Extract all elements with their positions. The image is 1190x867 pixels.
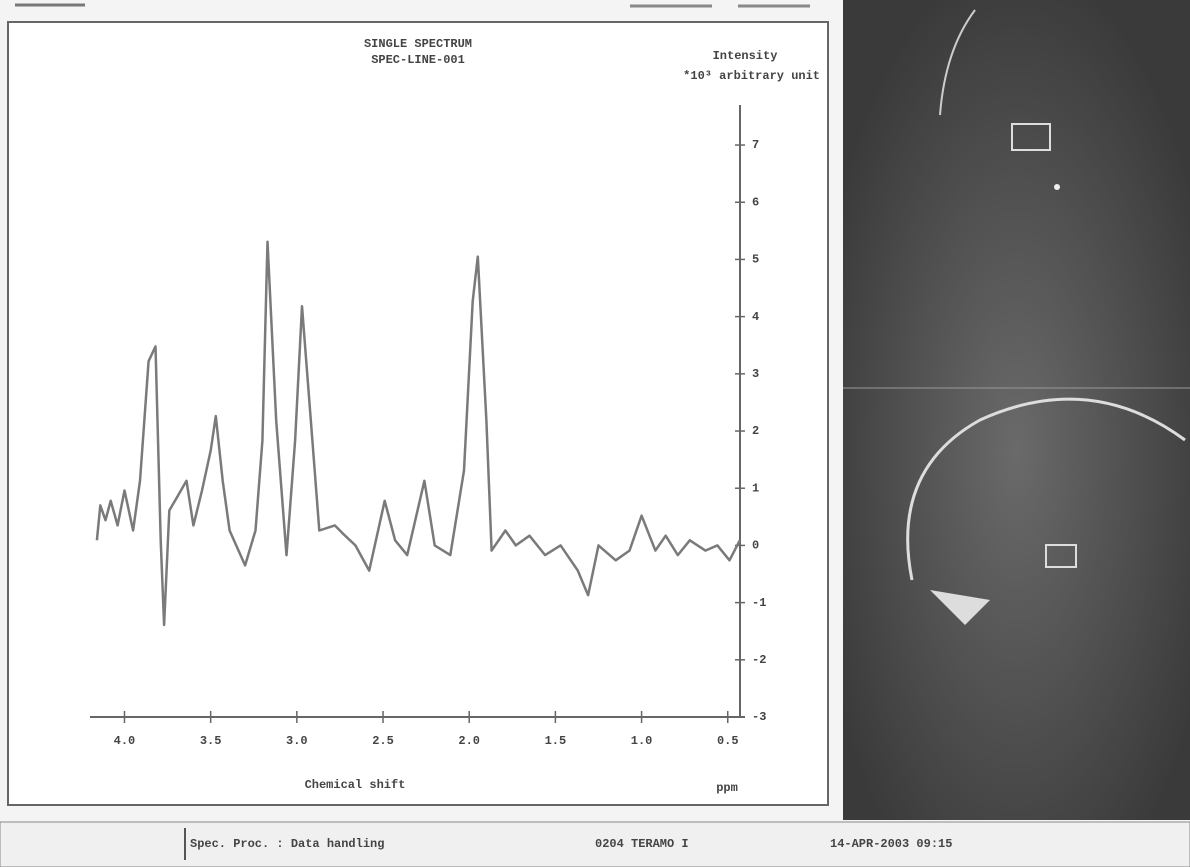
x-axis-title: Chemical shift <box>305 778 406 792</box>
y-tick-label: 0 <box>752 539 759 553</box>
status-bar <box>0 821 1190 867</box>
y-tick-label: 3 <box>752 367 759 381</box>
status-center: 0204 TERAMO I <box>595 837 689 851</box>
y-tick-label: -1 <box>752 596 766 610</box>
skull-outline <box>939 9 976 116</box>
x-tick-label: 3.5 <box>200 734 222 748</box>
spectrum-line <box>95 240 741 627</box>
skull-outline <box>906 397 1186 581</box>
x-tick-label: 4.0 <box>114 734 136 748</box>
status-left: Spec. Proc. : Data handling <box>190 837 384 851</box>
chart-subtitle: SPEC-LINE-001 <box>371 53 465 67</box>
voxel-box <box>1045 544 1077 568</box>
status-right: 14-APR-2003 09:15 <box>830 837 952 851</box>
chart-title: SINGLE SPECTRUM <box>364 37 472 51</box>
y-tick-label: 4 <box>752 310 759 324</box>
spectrum-panel <box>7 21 829 806</box>
bright-spot <box>1054 184 1060 190</box>
x-tick-label: 1.0 <box>631 734 653 748</box>
x-axis-unit: ppm <box>716 781 738 795</box>
y-tick-label: 6 <box>752 195 759 209</box>
y-tick-label: -3 <box>752 710 766 724</box>
bright-region <box>930 590 990 625</box>
x-tick-label: 2.0 <box>458 734 480 748</box>
x-tick-label: 2.5 <box>372 734 394 748</box>
y-tick-label: 5 <box>752 253 759 267</box>
x-tick-label: 1.5 <box>545 734 567 748</box>
y-tick-label: 7 <box>752 138 759 152</box>
y-tick-label: 2 <box>752 424 759 438</box>
voxel-box <box>1011 123 1051 151</box>
y-axis-unit: *10³ arbitrary unit <box>683 69 820 83</box>
y-tick-label: 1 <box>752 481 759 495</box>
image-panel <box>843 0 1190 820</box>
x-tick-label: 0.5 <box>717 734 739 748</box>
y-tick-label: -2 <box>752 653 766 667</box>
y-axis-title: Intensity <box>713 49 778 63</box>
x-tick-label: 3.0 <box>286 734 308 748</box>
